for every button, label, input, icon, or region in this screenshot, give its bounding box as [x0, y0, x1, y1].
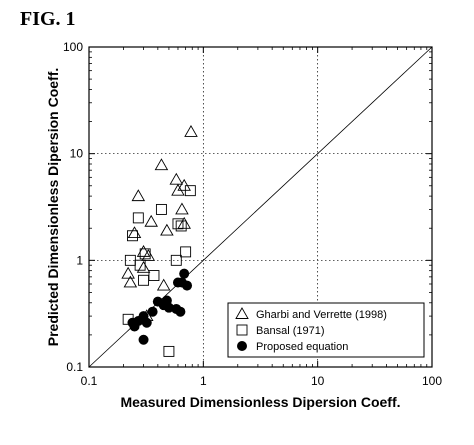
triangle-point — [160, 223, 174, 236]
square-point — [172, 218, 184, 230]
square-point — [170, 254, 182, 266]
square-point — [139, 248, 151, 260]
triangle-point — [127, 226, 142, 239]
x-axis-title: Measured Dimensionless Dipersion Coeff. — [120, 394, 400, 410]
legend-label: Bansal (1971) — [256, 325, 325, 337]
y-tick-label: 100 — [63, 40, 83, 54]
legend-marker-triangle-point — [235, 307, 249, 319]
square-point — [175, 220, 187, 232]
circle-point — [179, 268, 190, 279]
triangle-point — [136, 260, 151, 273]
legend-label: Proposed equation — [256, 341, 348, 353]
triangle-point — [154, 158, 169, 171]
data-points — [121, 124, 198, 357]
legend: Gharbi and Verrette (1998) Bansal (1971) P… — [227, 302, 425, 358]
circle-point — [147, 306, 158, 317]
legend-box — [227, 302, 425, 358]
triangle-point — [123, 275, 138, 288]
legend-marker-circle-point — [237, 341, 247, 351]
y-tick-label: 10 — [70, 147, 84, 161]
triangle-point — [169, 172, 184, 185]
y-axis-title: Predicted Dimensionless Dipersion Coeff. — [45, 68, 61, 347]
triangle-point — [175, 202, 189, 215]
x-tick-label: 100 — [422, 374, 442, 388]
triangle-point — [184, 124, 198, 137]
x-tick-label: 0.1 — [81, 374, 98, 388]
square-point — [163, 345, 175, 357]
triangle-point — [144, 214, 158, 227]
y-tick-label: 1 — [76, 253, 83, 267]
square-point — [127, 230, 138, 242]
circle-point — [129, 321, 140, 332]
square-point — [132, 212, 144, 224]
square-point — [184, 185, 196, 197]
triangle-point — [131, 189, 146, 202]
square-point — [148, 270, 160, 282]
legend-marker-square-point — [236, 324, 248, 336]
circle-point — [163, 302, 174, 313]
x-tick-label: 1 — [200, 374, 207, 388]
circle-point — [141, 317, 152, 328]
circle-point — [175, 306, 186, 317]
circle-point — [138, 334, 149, 345]
triangle-point — [141, 249, 156, 261]
triangle-point — [177, 216, 191, 229]
square-point — [138, 274, 150, 286]
triangle-point — [121, 266, 135, 279]
square-point — [155, 203, 167, 215]
square-point — [134, 259, 146, 271]
triangle-point — [177, 178, 191, 191]
x-tick-label: 10 — [311, 374, 325, 388]
circle-point — [176, 277, 187, 288]
plot-frame — [88, 46, 433, 368]
square-point — [180, 246, 192, 258]
y-tick-label: 0.1 — [66, 360, 83, 374]
triangle-point — [156, 278, 171, 291]
axis-ticks: 0.1 1 10 100 0.1 1 10 100 — [63, 40, 442, 388]
legend-label: Gharbi and Verrette (1998) — [256, 309, 387, 321]
figure-label: FIG. 1 — [20, 8, 76, 30]
